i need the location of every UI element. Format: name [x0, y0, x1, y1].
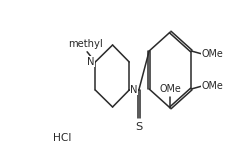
- Text: OMe: OMe: [159, 84, 181, 94]
- Text: S: S: [135, 122, 142, 132]
- Text: methyl: methyl: [68, 39, 103, 49]
- Text: N: N: [87, 57, 95, 67]
- Text: OMe: OMe: [202, 81, 224, 91]
- Text: N: N: [130, 84, 137, 95]
- Text: OMe: OMe: [202, 49, 224, 59]
- Text: HCl: HCl: [53, 133, 71, 143]
